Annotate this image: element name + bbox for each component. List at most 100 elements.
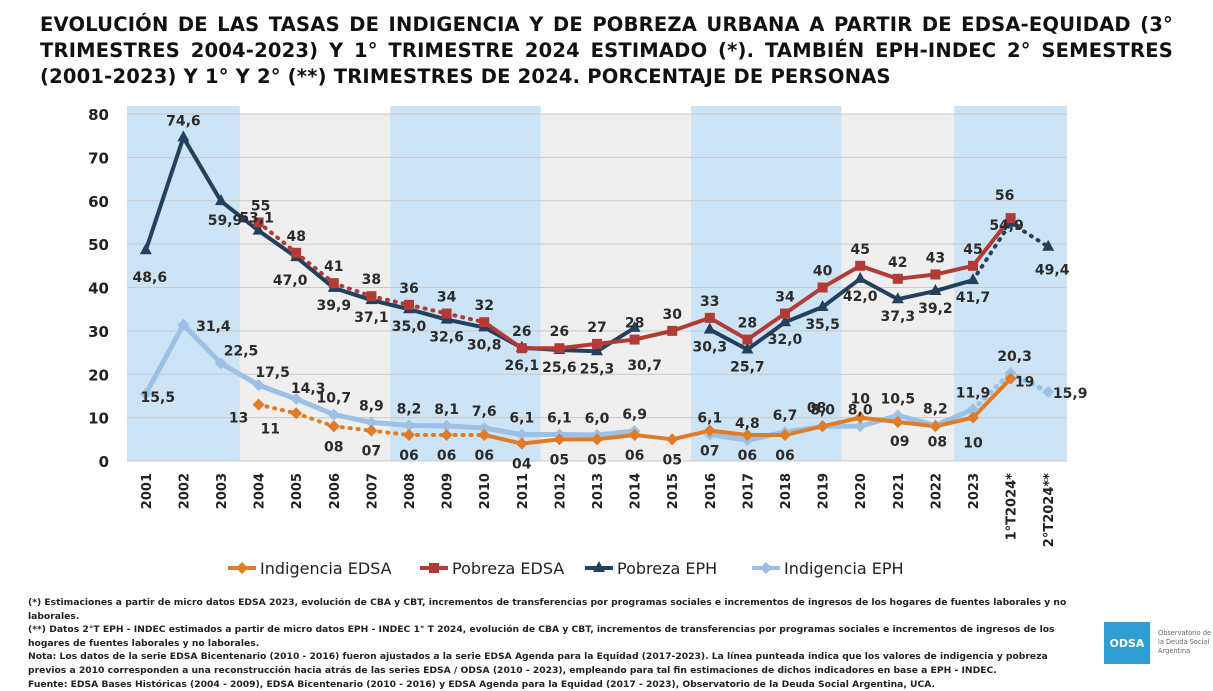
indigencia_edsa-data-label: 06: [399, 448, 418, 464]
x-tick-label: 2°T2024**: [1042, 473, 1057, 547]
indigencia_eph-data-label: 20,3: [997, 349, 1032, 365]
x-tick-label: 2015: [666, 473, 681, 509]
y-tick-label: 70: [88, 149, 109, 167]
x-tick-label: 2018: [779, 473, 794, 509]
pobreza_eph-data-label: 74,6: [166, 113, 201, 129]
pobreza_eph-data-label: 39,9: [317, 298, 352, 314]
pobreza_eph-data-label: 59,9: [208, 213, 243, 229]
indigencia_edsa-data-label: 06: [775, 448, 794, 464]
indigencia_edsa-data-label: 08: [324, 439, 343, 455]
pobreza_eph-data-label: 39,2: [918, 301, 953, 317]
y-tick-label: 10: [88, 410, 109, 428]
pobreza-edsa-point: [893, 274, 903, 284]
indigencia_eph-data-label: 8,2: [397, 401, 422, 417]
pobreza_edsa-data-label: 42: [888, 255, 907, 271]
indigencia_eph-data-label: 6,7: [773, 408, 798, 424]
pobreza_eph-data-label: 35,5: [805, 317, 840, 333]
indigencia_eph-data-label: 10,7: [317, 391, 352, 407]
indigencia_eph-data-label: 17,5: [255, 365, 290, 381]
pobreza_edsa-data-label: 48: [286, 229, 305, 245]
x-tick-label: 2006: [328, 473, 343, 509]
x-tick-label: 2008: [403, 473, 418, 509]
pobreza_edsa-data-label: 32: [474, 298, 493, 314]
indigencia_eph-data-label: 6,1: [547, 411, 572, 427]
pobreza-edsa-point: [366, 291, 376, 301]
pobreza-edsa-point: [592, 339, 602, 349]
pobreza_eph-data-label: 54,9: [989, 218, 1024, 234]
pobreza_edsa-data-label: 43: [926, 250, 945, 266]
pobreza-edsa-point: [705, 313, 715, 323]
pobreza_eph-data-label: 37,3: [881, 309, 916, 325]
footnote-3: Nota: Los datos de la serie EDSA Bicente…: [28, 650, 1088, 677]
x-tick-label: 2019: [817, 473, 832, 509]
legend-marker: [760, 562, 772, 574]
indigencia_eph-segment: [371, 422, 409, 425]
pobreza_edsa-data-label: 30: [662, 307, 682, 323]
pobreza-edsa-point: [291, 248, 301, 258]
pobreza_edsa-data-label: 40: [813, 264, 833, 280]
x-tick-label: 2013: [591, 473, 606, 509]
pobreza_eph-data-label: 25,7: [730, 360, 765, 376]
indigencia_edsa-data-label: 11: [260, 421, 279, 437]
x-tick-label: 2022: [929, 473, 944, 509]
pobreza_eph-data-label: 42,0: [843, 289, 878, 305]
pobreza_edsa-data-label: 34: [775, 290, 795, 306]
pobreza_eph-data-label: 37,1: [354, 310, 389, 326]
pobreza_edsa-data-label: 28: [625, 316, 644, 332]
indigencia_edsa-data-label: 06: [437, 448, 456, 464]
x-tick-label: 2012: [553, 473, 568, 509]
indigencia_eph-data-label: 6,1: [509, 411, 534, 427]
y-tick-label: 0: [99, 453, 109, 471]
indigencia_eph-data-label: 31,4: [196, 319, 231, 335]
legend-marker: [429, 563, 439, 573]
indigencia_eph-data-label: 6,0: [585, 411, 610, 427]
pobreza_eph-data-label: 32,6: [429, 330, 464, 346]
x-tick-label: 2023: [967, 473, 982, 509]
footnotes: (*) Estimaciones a partir de micro datos…: [28, 596, 1088, 691]
pobreza-edsa-point: [404, 300, 414, 310]
indigencia_edsa-data-label: 05: [662, 452, 681, 468]
indigencia_edsa-data-label: 08: [807, 400, 826, 416]
pobreza_edsa-data-label: 28: [738, 316, 757, 332]
pobreza-edsa-point: [442, 309, 452, 319]
y-tick-label: 40: [88, 280, 109, 298]
x-tick-label: 2007: [365, 473, 380, 509]
y-tick-label: 60: [88, 193, 109, 211]
pobreza_eph-segment: [559, 350, 597, 351]
pobreza_edsa-data-label: 56: [995, 188, 1014, 204]
indigencia_eph-data-label: 8,1: [434, 402, 459, 418]
pobreza-edsa-point: [742, 335, 752, 345]
indigencia_edsa-data-label: 04: [512, 457, 532, 473]
x-tick-label: 2020: [854, 473, 869, 509]
pobreza_eph-data-label: 41,7: [956, 290, 991, 306]
x-tick-label: 2010: [478, 473, 493, 509]
indigencia_eph-data-label: 4,8: [735, 416, 760, 432]
indigencia_edsa-data-label: 05: [550, 452, 569, 468]
pobreza-edsa-point: [780, 309, 790, 319]
pobreza_edsa-data-label: 26: [550, 324, 569, 340]
pobreza_edsa-data-label: 45: [850, 242, 869, 258]
legend-label: Pobreza EDSA: [452, 559, 564, 578]
indigencia_edsa-data-label: 09: [890, 434, 909, 450]
x-tick-label: 2017: [741, 473, 756, 509]
indigencia_eph-data-label: 7,6: [472, 404, 497, 420]
pobreza_edsa-data-label: 27: [587, 320, 606, 336]
pobreza_eph-data-label: 47,0: [273, 273, 308, 289]
indigencia_edsa-data-label: 13: [229, 411, 248, 427]
x-tick-label: 2001: [140, 473, 155, 509]
pobreza-edsa-point: [517, 343, 527, 353]
pobreza_edsa-data-label: 36: [399, 281, 418, 297]
pobreza_eph-data-label: 30,3: [693, 340, 728, 356]
pobreza-edsa-point: [818, 283, 828, 293]
x-tick-label: 2011: [516, 473, 531, 509]
legend-label: Indigencia EDSA: [260, 559, 392, 578]
pobreza-edsa-point: [329, 278, 339, 288]
pobreza_edsa-data-label: 38: [362, 272, 381, 288]
odsa-logo: ODSA Observatorio de la Deuda Social Arg…: [1104, 622, 1210, 664]
pobreza_eph-data-label: 25,6: [542, 360, 577, 376]
y-tick-label: 50: [88, 236, 109, 254]
pobreza_edsa-data-label: 26: [512, 324, 531, 340]
